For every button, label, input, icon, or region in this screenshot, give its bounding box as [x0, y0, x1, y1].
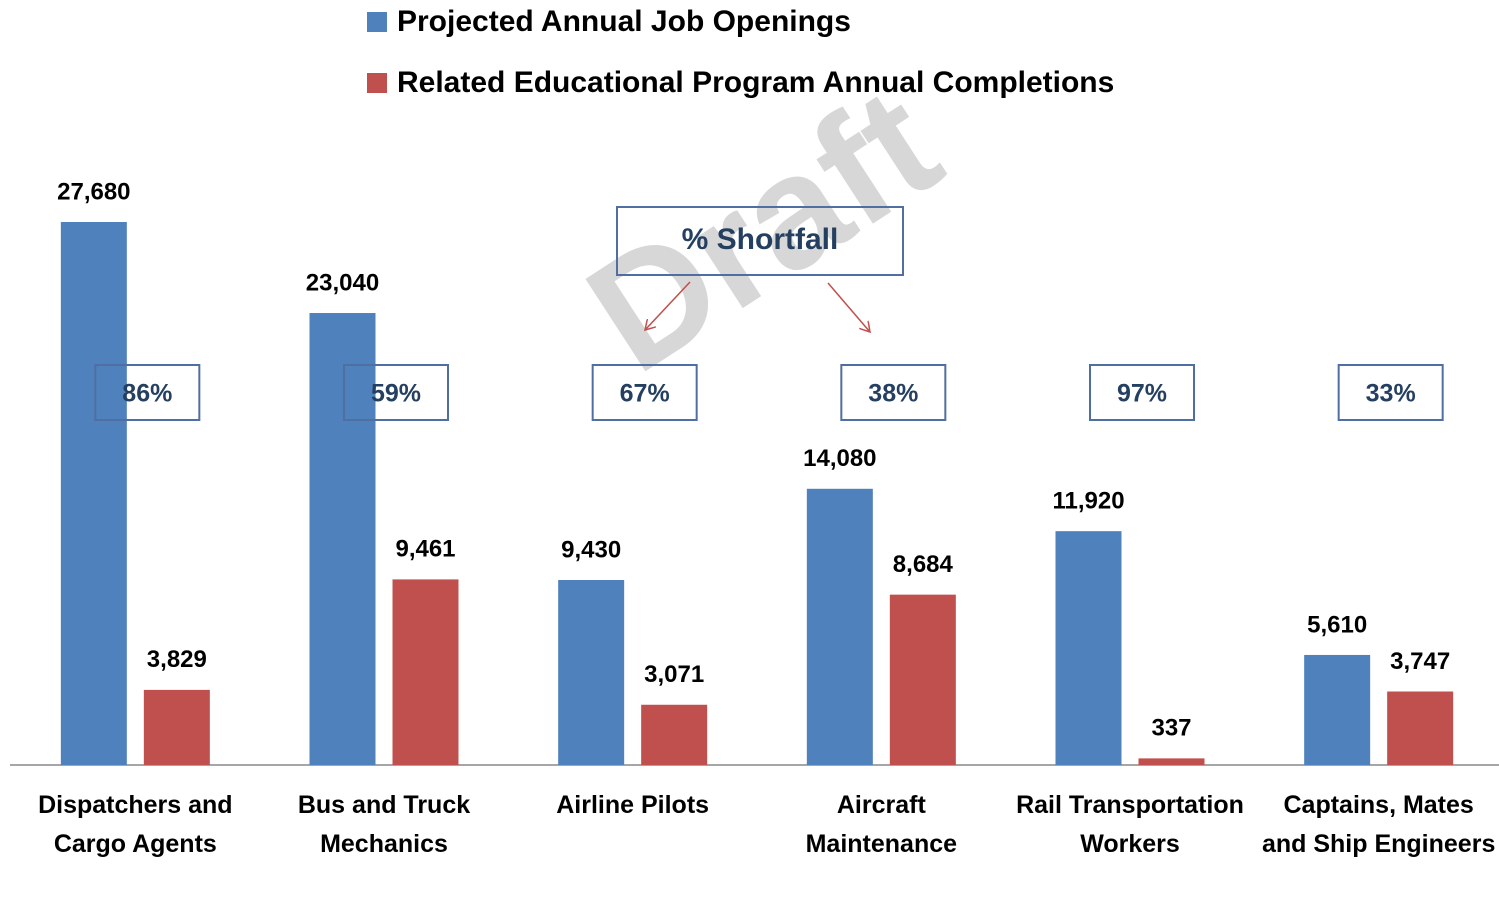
bar — [1304, 654, 1371, 765]
shortfall-label: 38% — [868, 380, 918, 408]
data-label: 9,461 — [395, 536, 455, 563]
data-label: 3,829 — [147, 646, 207, 673]
bar — [641, 704, 708, 765]
shortfall-box — [591, 364, 698, 421]
bar — [392, 579, 459, 765]
bar — [60, 222, 127, 765]
shortfall-label: 67% — [620, 380, 670, 408]
shortfall-box — [1337, 364, 1444, 421]
bar — [309, 313, 376, 765]
legend-label: Related Educational Program Annual Compl… — [397, 66, 1114, 99]
legend-label: Projected Annual Job Openings — [397, 5, 851, 38]
bar — [558, 580, 625, 765]
shortfall-box — [840, 364, 947, 421]
arrow — [827, 282, 870, 332]
bar — [1387, 691, 1454, 765]
shortfall-box — [1089, 364, 1195, 421]
shortfall-label: 86% — [122, 380, 172, 408]
data-label: 5,610 — [1307, 611, 1367, 638]
data-label: 9,430 — [561, 536, 621, 563]
bar — [1055, 531, 1122, 765]
data-label: 3,071 — [644, 661, 704, 688]
data-label: 11,920 — [1052, 488, 1124, 515]
shortfall-label: 97% — [1117, 380, 1167, 408]
bar — [806, 488, 873, 765]
x-tick-label: Rail Transportation Workers — [1016, 791, 1244, 858]
bar — [143, 689, 210, 765]
shortfall-label: 59% — [371, 380, 421, 408]
data-label: 8,684 — [893, 551, 954, 578]
bar — [1138, 758, 1205, 765]
shortfall-box — [94, 364, 201, 421]
callout-box — [616, 206, 904, 276]
callout-text: % Shortfall — [682, 223, 839, 256]
legend-swatch — [367, 12, 387, 32]
x-tick-label: Bus and Truck Mechanics — [297, 791, 471, 858]
x-tick-label: Dispatchers and Cargo Agents — [38, 791, 233, 858]
legend-swatch — [367, 73, 387, 93]
shortfall-label: 33% — [1366, 380, 1416, 408]
x-tick-label: Captains, Mates and Ship Engineers — [1261, 791, 1496, 858]
x-tick-label: Aircraft Maintenance — [805, 791, 958, 858]
bar — [889, 594, 956, 765]
shortfall-box — [343, 364, 449, 421]
data-label: 14,080 — [803, 445, 876, 472]
arrow — [645, 281, 691, 330]
data-label: 3,747 — [1390, 648, 1450, 675]
data-label: 337 — [1151, 715, 1191, 742]
data-label: 23,040 — [306, 269, 379, 296]
data-label: 27,680 — [57, 178, 130, 205]
x-tick-label: Airline Pilots — [556, 791, 710, 819]
